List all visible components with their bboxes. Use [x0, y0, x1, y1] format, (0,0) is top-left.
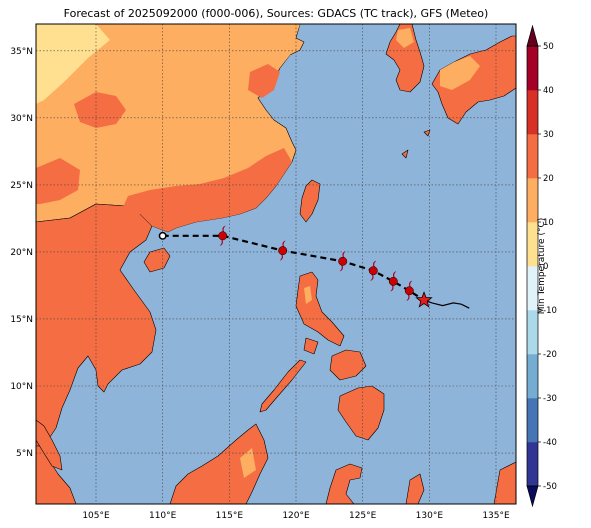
lon-tick-label: 115°E [216, 511, 244, 521]
colorbar-tick-label: 20 [543, 174, 554, 184]
lat-tick-label: 20°N [10, 248, 33, 258]
land-japan [431, 35, 516, 125]
colorbar-segment [527, 46, 538, 91]
colorbar-tick-label: -50 [543, 482, 557, 492]
lon-tick-label: 135°E [482, 511, 510, 521]
land-borneo [169, 423, 269, 504]
colorbar-label: Min Temperature (°C) [537, 217, 547, 315]
land-mindoro [303, 337, 319, 355]
temperature-contours [36, 24, 480, 478]
contour-cold-highland [36, 24, 110, 104]
lat-tick-label: 15°N [10, 315, 33, 325]
contour-warm-central-china [74, 92, 126, 128]
land-mindanao [337, 385, 385, 441]
colorbar-tick-label: -20 [543, 350, 557, 360]
colorbar-tick-label: 0 [543, 262, 548, 272]
track-start-marker [158, 231, 167, 240]
lat-tick-label: 35°N [10, 47, 33, 57]
contour-warm-east-china [248, 64, 280, 98]
lat-tick-label: 10°N [10, 382, 33, 392]
lat-tick-label: 25°N [10, 181, 33, 191]
land-korea [385, 24, 425, 93]
colorbar-segment [527, 310, 538, 355]
colorbar-max-arrow [526, 24, 539, 47]
colorbar-tick-label: -10 [543, 306, 557, 316]
colorbar-segment [527, 354, 538, 399]
lon-tick-label: 105°E [82, 511, 110, 521]
cyclone-symbol-icon [218, 225, 228, 246]
graticule [36, 24, 516, 504]
land-sumatra [36, 419, 63, 471]
past-track-line [423, 299, 470, 309]
colorbar-min-arrow [526, 485, 539, 508]
contour-mild-borneo [240, 448, 256, 478]
lat-tick-label: 5°N [16, 449, 33, 459]
land-japan-islands [401, 129, 431, 159]
cyclone-track [158, 225, 470, 309]
colorbar-tick-label: -40 [543, 438, 557, 448]
cyclone-symbol-icon [278, 240, 288, 261]
contour-warm-west [36, 158, 80, 204]
map-title: Forecast of 2025092000 (f000-006), Sourc… [63, 7, 489, 20]
lon-tick-label: 110°E [149, 511, 177, 521]
cyclone-symbol-icon [338, 251, 348, 272]
lon-tick-label: 125°E [349, 511, 377, 521]
contour-warm-south-china [120, 148, 292, 232]
land-taiwan [299, 179, 321, 223]
cyclone-symbol-icon [368, 260, 378, 281]
colorbar-tick-label: 10 [543, 218, 554, 228]
contour-mild-japan [440, 56, 480, 90]
colorbar-tick-label: -30 [543, 394, 557, 404]
colorbar-segment [527, 178, 538, 223]
colorbar-segment [527, 134, 538, 179]
lat-tick-label: 30°N [10, 114, 33, 124]
lon-tick-label: 120°E [282, 511, 310, 521]
colorbar-segment [527, 266, 538, 311]
lon-tick-label: 130°E [416, 511, 444, 521]
land-sulawesi [325, 463, 363, 504]
land-palawan [259, 359, 307, 413]
colorbar-segment [527, 222, 538, 267]
land-hainan [143, 247, 171, 273]
colorbar-segment [527, 90, 538, 135]
map-frame [35, 23, 517, 505]
colorbar-tick-label: 50 [543, 42, 554, 52]
colorbar-tick-label: 30 [543, 130, 554, 140]
colorbar-segment [527, 442, 538, 487]
land-visayas [329, 349, 367, 381]
colorbar-tick-label: 40 [543, 86, 554, 96]
cyclone-symbol-icon [404, 280, 414, 301]
current-position-star-icon [415, 291, 433, 308]
colorbar-segment [527, 398, 538, 443]
contour-mild-korea [396, 28, 414, 48]
cyclone-symbol-icon [388, 271, 398, 292]
colorbar: -50 -40 -30 -20 -10 0 10 20 30 40 50 [526, 24, 557, 508]
contour-mild-luzon [304, 286, 312, 304]
axis-labels: 105°E 110°E 115°E 120°E 125°E 130°E 135°E 5°N 10… [10, 47, 510, 521]
land-new-guinea [405, 461, 516, 504]
